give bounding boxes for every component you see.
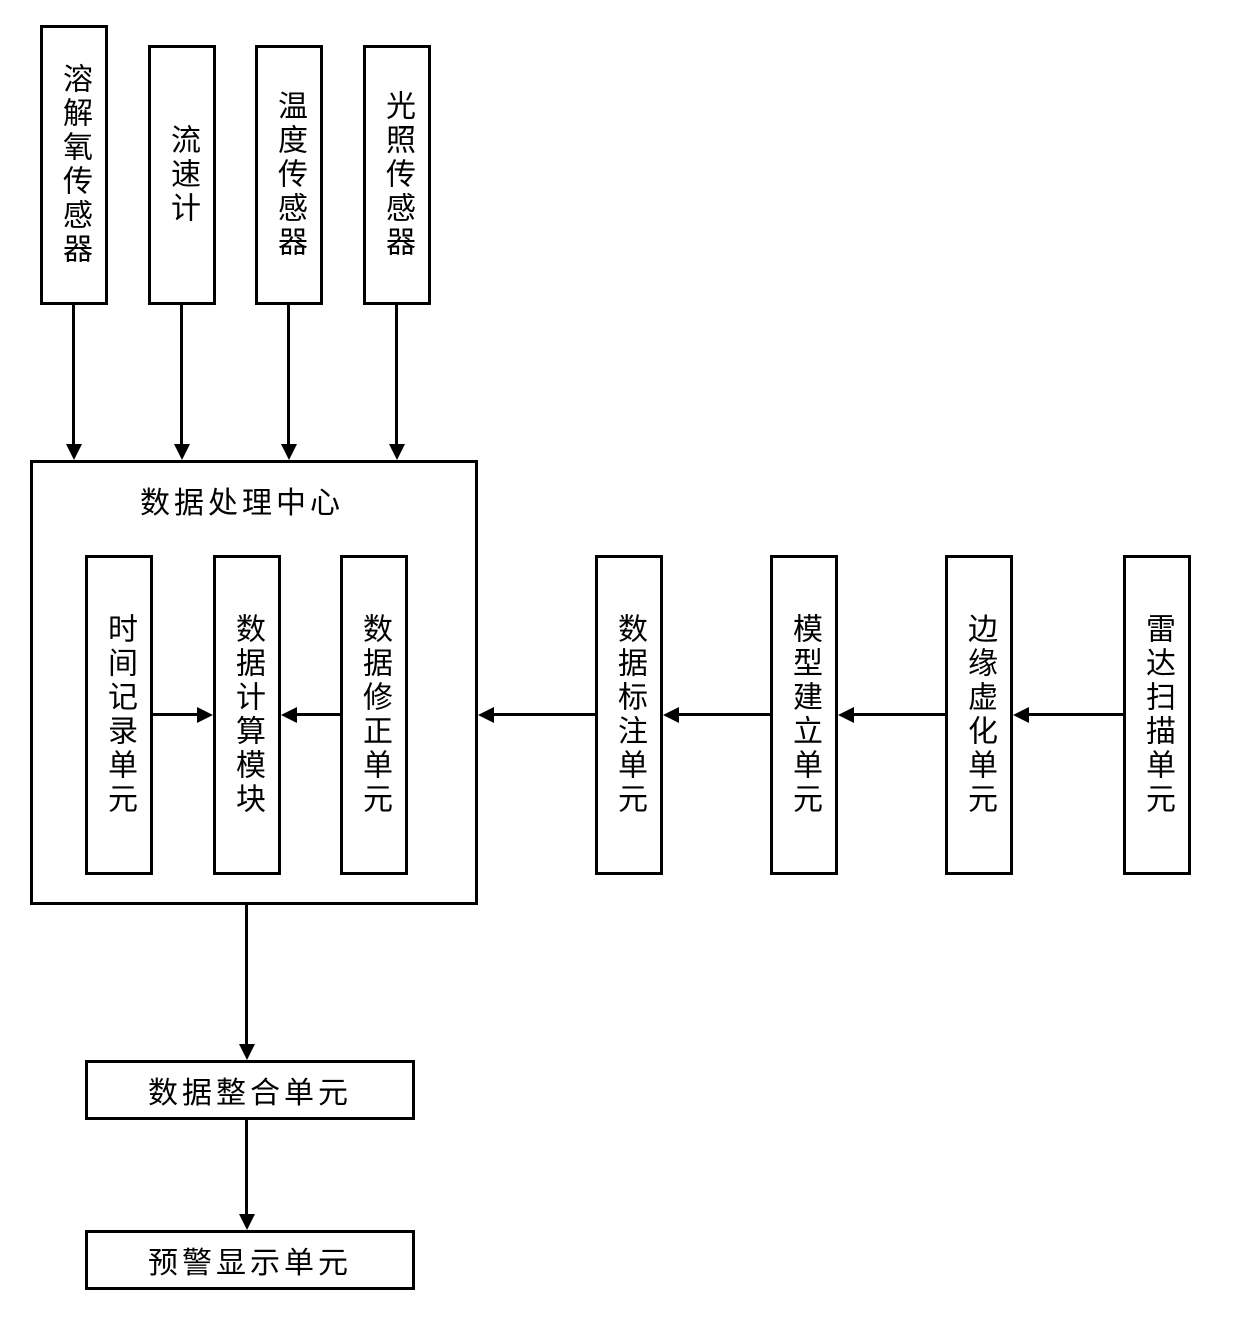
arrow-head-down-icon [281, 444, 297, 460]
arrow-head-left-icon [838, 707, 854, 723]
data-correction-unit: 数据修正单元 [340, 555, 408, 875]
sensor-label: 光照传感器 [375, 90, 419, 260]
arrow-head-right-icon [197, 707, 213, 723]
edge-blur-unit: 边缘虚化单元 [945, 555, 1013, 875]
arrow-line [494, 713, 595, 716]
sensor-light: 光照传感器 [363, 45, 431, 305]
arrow-line [679, 713, 770, 716]
arrow-head-left-icon [281, 707, 297, 723]
arrow-line [180, 305, 183, 445]
sensor-label: 温度传感器 [267, 90, 311, 260]
arrow-line [245, 905, 248, 1045]
arrow-line [72, 305, 75, 445]
sensor-flowmeter: 流速计 [148, 45, 216, 305]
arrow-line [395, 305, 398, 445]
arrow-line [854, 713, 945, 716]
radar-scan-unit: 雷达扫描单元 [1123, 555, 1191, 875]
arrow-head-down-icon [66, 444, 82, 460]
data-compute-module: 数据计算模块 [213, 555, 281, 875]
sensor-dissolved-oxygen: 溶解氧传感器 [40, 25, 108, 305]
data-annotation-unit: 数据标注单元 [595, 555, 663, 875]
right-label: 模型建立单元 [782, 613, 826, 817]
right-label: 数据标注单元 [607, 613, 651, 817]
arrow-head-down-icon [389, 444, 405, 460]
container-title: 数据处理中心 [140, 478, 344, 522]
arrow-head-down-icon [174, 444, 190, 460]
sensor-temperature: 温度传感器 [255, 45, 323, 305]
arrow-line [1029, 713, 1123, 716]
data-integration-unit: 数据整合单元 [85, 1060, 415, 1120]
right-label: 雷达扫描单元 [1135, 613, 1179, 817]
sensor-label: 溶解氧传感器 [52, 63, 96, 267]
arrow-line [153, 713, 197, 716]
model-build-unit: 模型建立单元 [770, 555, 838, 875]
arrow-line [245, 1120, 248, 1215]
inner-label: 时间记录单元 [97, 613, 141, 817]
bottom-label: 预警显示单元 [148, 1238, 352, 1282]
arrow-head-left-icon [1013, 707, 1029, 723]
arrow-line [287, 305, 290, 445]
bottom-label: 数据整合单元 [148, 1068, 352, 1112]
arrow-head-down-icon [239, 1214, 255, 1230]
right-label: 边缘虚化单元 [957, 613, 1001, 817]
arrow-head-left-icon [478, 707, 494, 723]
inner-label: 数据修正单元 [352, 613, 396, 817]
arrow-line [297, 713, 340, 716]
arrow-head-left-icon [663, 707, 679, 723]
alert-display-unit: 预警显示单元 [85, 1230, 415, 1290]
sensor-label: 流速计 [160, 124, 204, 226]
arrow-head-down-icon [239, 1044, 255, 1060]
container-title-text: 数据处理中心 [140, 487, 344, 520]
time-record-unit: 时间记录单元 [85, 555, 153, 875]
inner-label: 数据计算模块 [225, 613, 269, 817]
